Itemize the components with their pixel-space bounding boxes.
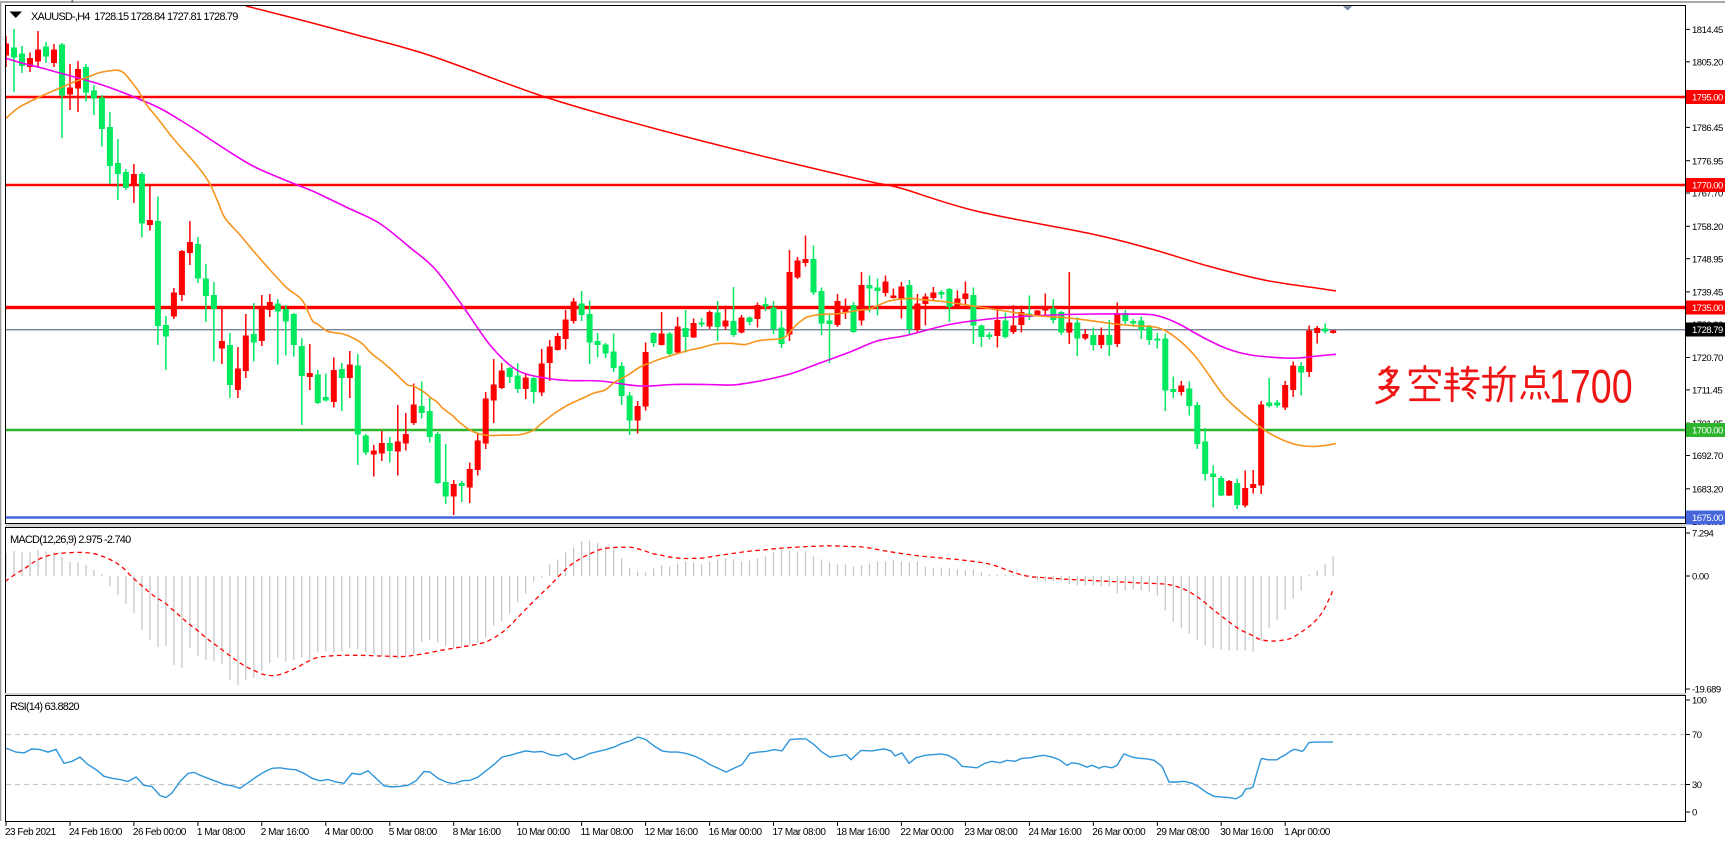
svg-text:18 Mar 16:00: 18 Mar 16:00 [837, 827, 891, 838]
svg-text:22 Mar 00:00: 22 Mar 00:00 [900, 827, 954, 838]
svg-text:1786.45: 1786.45 [1692, 123, 1723, 134]
svg-text:1711.45: 1711.45 [1692, 386, 1722, 397]
svg-text:26 Mar 00:00: 26 Mar 00:00 [1092, 827, 1146, 838]
svg-text:1675.00: 1675.00 [1692, 513, 1723, 524]
svg-text:RSI(14) 63.8820: RSI(14) 63.8820 [10, 701, 79, 713]
svg-text:23 Feb 2021: 23 Feb 2021 [5, 827, 57, 838]
svg-text:1776.95: 1776.95 [1692, 156, 1723, 167]
svg-text:4 Mar 00:00: 4 Mar 00:00 [325, 827, 374, 838]
svg-text:16 Mar 00:00: 16 Mar 00:00 [709, 827, 763, 838]
svg-text:1767.70: 1767.70 [1692, 189, 1723, 200]
svg-text:8 Mar 16:00: 8 Mar 16:00 [453, 827, 502, 838]
svg-text:12 Mar 16:00: 12 Mar 16:00 [645, 827, 699, 838]
svg-text:-19.689: -19.689 [1692, 685, 1721, 696]
svg-text:2 Mar 16:00: 2 Mar 16:00 [261, 827, 310, 838]
svg-text:23 Mar 08:00: 23 Mar 08:00 [964, 827, 1018, 838]
svg-text:1805.20: 1805.20 [1692, 57, 1723, 68]
svg-text:1700: 1700 [1549, 361, 1633, 414]
svg-text:17 Mar 08:00: 17 Mar 08:00 [773, 827, 827, 838]
svg-text:1739.45: 1739.45 [1692, 288, 1723, 299]
svg-text:24 Feb 16:00: 24 Feb 16:00 [69, 827, 123, 838]
svg-text:1 Apr 00:00: 1 Apr 00:00 [1284, 827, 1331, 838]
svg-text:30: 30 [1692, 780, 1702, 791]
svg-text:XAUUSD-,H4 1728.15 1728.84 17: XAUUSD-,H4 1728.15 1728.84 1727.81 1728.… [31, 11, 238, 23]
svg-text:5 Mar 08:00: 5 Mar 08:00 [389, 827, 438, 838]
svg-text:10 Mar 00:00: 10 Mar 00:00 [517, 827, 571, 838]
svg-text:0: 0 [1692, 808, 1697, 819]
svg-text:1720.70: 1720.70 [1692, 353, 1723, 364]
svg-text:30 Mar 16:00: 30 Mar 16:00 [1220, 827, 1274, 838]
svg-text:1770.00: 1770.00 [1692, 181, 1723, 192]
svg-text:24 Mar 16:00: 24 Mar 16:00 [1028, 827, 1082, 838]
svg-text:1700.00: 1700.00 [1692, 426, 1723, 437]
svg-text:1795.00: 1795.00 [1692, 93, 1723, 104]
svg-text:1735.00: 1735.00 [1692, 303, 1723, 314]
svg-text:1758.20: 1758.20 [1692, 222, 1723, 233]
svg-text:1683.20: 1683.20 [1692, 484, 1723, 495]
svg-text:1 Mar 08:00: 1 Mar 08:00 [197, 827, 246, 838]
svg-text:11 Mar 08:00: 11 Mar 08:00 [581, 827, 634, 838]
svg-text:29 Mar 08:00: 29 Mar 08:00 [1156, 827, 1210, 838]
svg-text:26 Feb 00:00: 26 Feb 00:00 [133, 827, 187, 838]
svg-text:1748.95: 1748.95 [1692, 254, 1723, 265]
svg-text:0.00: 0.00 [1692, 572, 1709, 583]
svg-text:100: 100 [1692, 696, 1707, 707]
svg-text:70: 70 [1692, 730, 1702, 741]
svg-text:7.294: 7.294 [1692, 529, 1713, 540]
svg-text:1728.79: 1728.79 [1692, 325, 1723, 336]
svg-text:MACD(12,26,9) 2.975 -2.740: MACD(12,26,9) 2.975 -2.740 [10, 534, 131, 546]
svg-text:1814.45: 1814.45 [1692, 25, 1723, 36]
svg-text:1692.70: 1692.70 [1692, 451, 1723, 462]
